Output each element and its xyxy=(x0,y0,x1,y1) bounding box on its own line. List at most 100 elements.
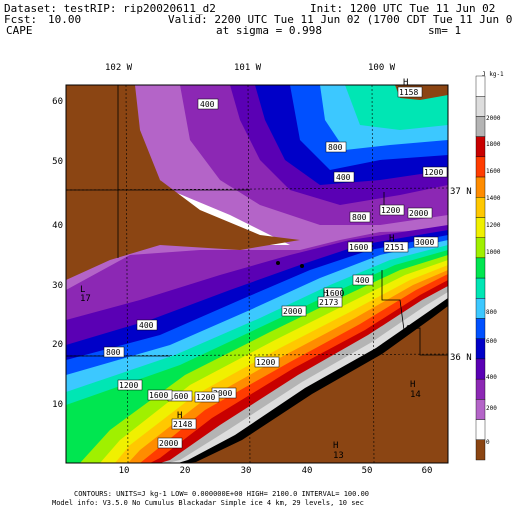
extremum-value: 13 xyxy=(333,451,344,461)
contour-label: 400 xyxy=(336,173,351,182)
contour-label: 800 xyxy=(106,348,121,357)
extremum-type: H xyxy=(410,380,415,390)
contour-label: 1200 xyxy=(119,381,138,390)
region-se-brown xyxy=(186,306,448,463)
extremum-type: H xyxy=(333,441,338,451)
init-label: Init: 1200 UTC Tue 11 Jun 02 xyxy=(310,2,496,15)
lon-label: 101 W xyxy=(234,63,262,73)
contour-label: 1600 xyxy=(169,392,188,401)
contour-label: 2000 xyxy=(213,389,232,398)
contour-label: 1600 xyxy=(349,243,368,252)
x-tick-label: 60 xyxy=(422,466,433,476)
colorbar-label: 1800 xyxy=(486,141,501,148)
contour-label: 2000 xyxy=(409,209,428,218)
colorbar-swatch xyxy=(475,318,486,339)
y-tick-label: 10 xyxy=(52,400,63,410)
lat-labels: 37 N 36 N xyxy=(450,187,472,363)
colorbar-label: 400 xyxy=(486,374,497,381)
contour-label: 1200 xyxy=(424,168,443,177)
smoothing-label: sm= 1 xyxy=(428,24,462,37)
y-tick-label: 20 xyxy=(52,340,63,350)
contour-label: 0 xyxy=(406,324,411,333)
valid-label: Valid: 2200 UTC Tue 11 Jun 02 (1700 CDT … xyxy=(168,13,512,26)
fcst-label: Fcst: xyxy=(4,13,38,26)
colorbar-label: 600 xyxy=(486,338,497,345)
extremum-value: 17 xyxy=(80,294,91,304)
y-tick-label: 40 xyxy=(52,221,63,231)
colorbar xyxy=(475,75,486,461)
contour-label: 2000 xyxy=(159,439,178,448)
colorbar-swatch xyxy=(475,358,486,380)
contour-label: 1600 xyxy=(149,391,168,400)
x-tick-label: 30 xyxy=(241,466,252,476)
graticule xyxy=(65,84,449,464)
x-tick-label: 50 xyxy=(362,466,373,476)
fcst-value: 10.00 xyxy=(48,13,82,26)
contour-label: 800 xyxy=(352,213,367,222)
contour-label: 400 xyxy=(355,276,370,285)
map-frame xyxy=(65,84,449,464)
colorbar-label: 800 xyxy=(486,309,497,316)
colorbar-swatch xyxy=(475,136,486,158)
colorbar-label: 1000 xyxy=(486,249,501,256)
rip-label: RIP: rip20020611_d2 xyxy=(90,2,216,15)
lon-label: 102 W xyxy=(105,63,133,73)
colorbar-swatch xyxy=(475,116,486,137)
colorbar-label: 0 xyxy=(486,439,490,446)
colorbar-swatch xyxy=(475,257,486,279)
colorbar-swatch xyxy=(475,378,486,400)
colorbar-label: 1200 xyxy=(486,222,501,229)
station-dots xyxy=(276,261,304,268)
colorbar-swatch xyxy=(475,96,486,117)
colorbar-swatch xyxy=(475,439,486,461)
contour-label: 2148 xyxy=(173,420,192,429)
contour-label: 400 xyxy=(139,321,154,330)
extremum-type: H xyxy=(177,411,182,421)
footer-contours: CONTOURS: UNITS=J kg-1 LOW= 0.000000E+00… xyxy=(74,490,370,498)
extremum-type: H xyxy=(389,234,394,244)
colorbar-units: J kg-1 xyxy=(482,71,504,78)
y-tick-label: 30 xyxy=(52,281,63,291)
extremum-type: H xyxy=(323,289,328,299)
contour-label: 1200 xyxy=(256,358,275,367)
y-tick-label: 50 xyxy=(52,157,63,167)
x-tick-label: 40 xyxy=(302,466,313,476)
colorbar-swatch xyxy=(475,338,486,360)
extremum-type: H xyxy=(403,78,408,88)
lat-label: 37 N xyxy=(450,187,472,197)
lon-label: 100 W xyxy=(368,63,396,73)
x-tick-label: 10 xyxy=(119,466,130,476)
contour-label: 3000 xyxy=(415,238,434,247)
colorbar-label: 1600 xyxy=(486,168,501,175)
contour-labels: 400 800 400 1200 800 1200 2000 1600 400 … xyxy=(103,86,448,449)
footer-model-info: Model info: V3.5.0 No Cumulus Blackadar … xyxy=(52,499,364,507)
colorbar-label: 2000 xyxy=(486,115,501,122)
x-tick-label: 20 xyxy=(180,466,191,476)
contour-label: 1158 xyxy=(399,88,418,97)
contour-label: 2173 xyxy=(319,298,338,307)
contour-label: 800 xyxy=(328,143,343,152)
y-axis: 10 20 30 40 50 60 xyxy=(52,97,63,410)
colorbar-swatch xyxy=(475,419,486,440)
colorbar-labels: 2000 1800 1600 1400 1200 1000 800 600 40… xyxy=(486,115,501,446)
colorbar-label: 1400 xyxy=(486,195,501,202)
colorbar-swatch xyxy=(475,237,486,259)
extrema-markers: H H H H L 17 H 14 H 13 xyxy=(80,78,421,461)
colorbar-swatch xyxy=(475,217,486,238)
contour-label: 2151 xyxy=(385,243,404,252)
field-label: CAPE xyxy=(6,24,33,37)
colorbar-swatch xyxy=(475,156,486,178)
extremum-value: 14 xyxy=(410,390,421,400)
region-nw-brown xyxy=(66,85,300,280)
contour-label: 1200 xyxy=(381,206,400,215)
colorbar-swatch xyxy=(475,176,486,198)
colorbar-swatch xyxy=(475,277,486,299)
colorbar-swatch xyxy=(475,298,486,319)
colorbar-swatch xyxy=(475,75,486,97)
lon-labels: 102 W 101 W 100 W xyxy=(105,63,396,73)
extremum-type: L xyxy=(80,285,85,295)
colorbar-label: 200 xyxy=(486,405,497,412)
sigma-label: at sigma = 0.998 xyxy=(216,24,322,37)
x-axis: 10 20 30 40 50 60 xyxy=(119,466,433,476)
